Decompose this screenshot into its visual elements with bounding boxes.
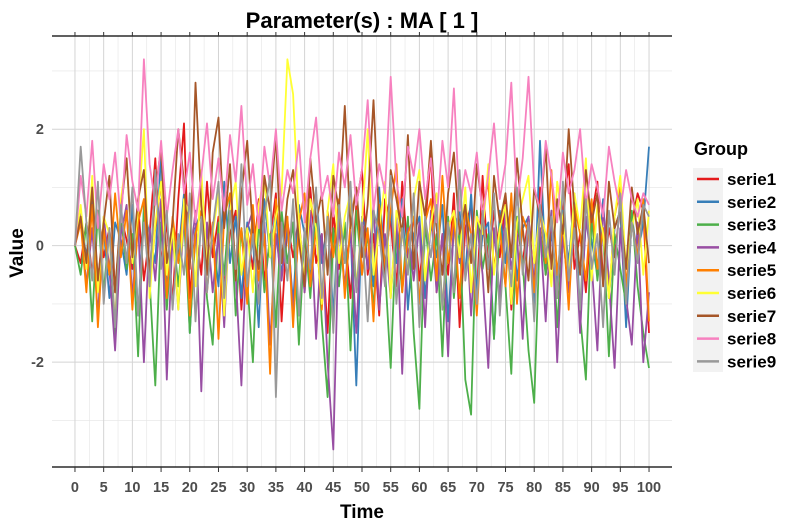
x-tick-label: 10 bbox=[124, 480, 140, 496]
legend-items: serie1 serie2 serie3 serie4 serie5 serie6 seri… bbox=[693, 168, 777, 372]
y-axis-ticks: -2 0 2 bbox=[31, 122, 44, 371]
x-tick-label: 30 bbox=[239, 480, 255, 496]
x-tick-label: 15 bbox=[153, 480, 169, 496]
plot-area bbox=[52, 35, 672, 468]
x-tick-label: 25 bbox=[210, 480, 226, 496]
legend-label-serie6: serie6 bbox=[727, 284, 776, 303]
y-tick-label: 2 bbox=[36, 122, 44, 138]
legend-label-serie2: serie2 bbox=[727, 193, 776, 212]
series-line-serie8 bbox=[74, 58, 650, 246]
x-tick-label: 90 bbox=[584, 480, 600, 496]
x-tick-label: 40 bbox=[297, 480, 313, 496]
x-tick-label: 45 bbox=[325, 480, 341, 496]
x-tick-label: 20 bbox=[182, 480, 198, 496]
legend-label-serie7: serie7 bbox=[727, 307, 776, 326]
legend-label-serie1: serie1 bbox=[727, 170, 776, 189]
y-tick-label: -2 bbox=[31, 355, 44, 371]
y-tick-label: 0 bbox=[36, 239, 44, 255]
x-tick-label: 100 bbox=[637, 480, 661, 496]
series-line-serie9 bbox=[74, 145, 650, 399]
x-tick-label: 65 bbox=[440, 480, 456, 496]
legend: Group serie1serie2serie3serie4serie5seri… bbox=[693, 139, 777, 372]
legend-label-serie9: serie9 bbox=[727, 352, 776, 371]
x-tick-label: 85 bbox=[555, 480, 571, 496]
x-tick-label: 50 bbox=[354, 480, 370, 496]
x-axis-title: Time bbox=[340, 502, 384, 523]
legend-label-serie5: serie5 bbox=[727, 261, 776, 280]
legend-label-serie8: serie8 bbox=[727, 330, 776, 349]
x-tick-label: 95 bbox=[612, 480, 628, 496]
x-tick-label: 0 bbox=[71, 480, 79, 496]
x-tick-label: 75 bbox=[497, 480, 513, 496]
chart-title: Parameter(s) : MA [ 1 ] bbox=[246, 8, 479, 33]
x-tick-label: 55 bbox=[383, 480, 399, 496]
x-tick-label: 60 bbox=[411, 480, 427, 496]
legend-label-serie3: serie3 bbox=[727, 216, 776, 235]
x-axis-ticks: 0 5 10 15 20 25 30 35 40 45 50 55 60 65 70 75 80 85 90 95 10… bbox=[71, 32, 661, 496]
x-tick-label: 80 bbox=[526, 480, 542, 496]
legend-title: Group bbox=[694, 139, 748, 159]
x-tick-label: 35 bbox=[268, 480, 284, 496]
x-tick-label: 70 bbox=[469, 480, 485, 496]
legend-label-serie4: serie4 bbox=[727, 238, 777, 257]
y-axis-title: Value bbox=[7, 228, 28, 278]
series-lines bbox=[74, 58, 650, 451]
x-tick-label: 5 bbox=[100, 480, 108, 496]
